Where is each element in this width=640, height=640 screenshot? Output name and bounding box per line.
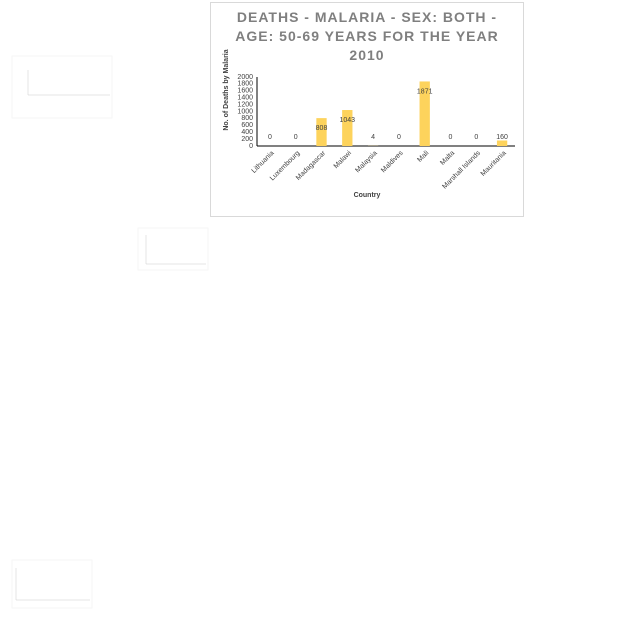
bar [316,118,327,146]
bar [342,110,353,146]
y-tick-label: 1000 [237,108,253,115]
data-label: 808 [316,125,328,132]
data-label: 0 [474,134,478,141]
thumbnail [11,55,113,119]
y-tick-label: 2000 [237,74,253,81]
y-tick-label: 0 [249,143,253,150]
y-tick-label: 1400 [237,95,253,102]
y-tick-label: 400 [241,129,253,136]
data-label: 0 [397,134,401,141]
data-label: 160 [496,134,508,141]
title-box: DEATHS - MALARIA - SEX: BOTH - AGE: 50-6… [235,9,499,63]
data-label: 0 [449,134,453,141]
bar [496,140,508,146]
thumbnail [137,227,209,271]
data-label: 4 [371,134,375,141]
x-axis-label: Country [354,192,381,199]
thumbnail [11,559,93,609]
data-label: 1043 [340,117,356,124]
data-label: 1871 [417,88,433,95]
y-tick-label: 200 [241,136,253,143]
y-tick-label: 800 [241,115,253,122]
data-label: 0 [294,134,298,141]
bar [419,81,430,146]
y-tick-label: 1200 [237,101,253,108]
data-label: 0 [268,134,272,141]
y-tick-label: 1800 [237,81,253,88]
y-tick-label: 1600 [237,88,253,95]
chart-title: DEATHS - MALARIA - SEX: BOTH - AGE: 50-6… [235,9,499,63]
y-tick-label: 600 [241,122,253,129]
y-axis-label: No. of Deaths by Malaria [223,49,230,130]
chart-frame [210,2,524,217]
